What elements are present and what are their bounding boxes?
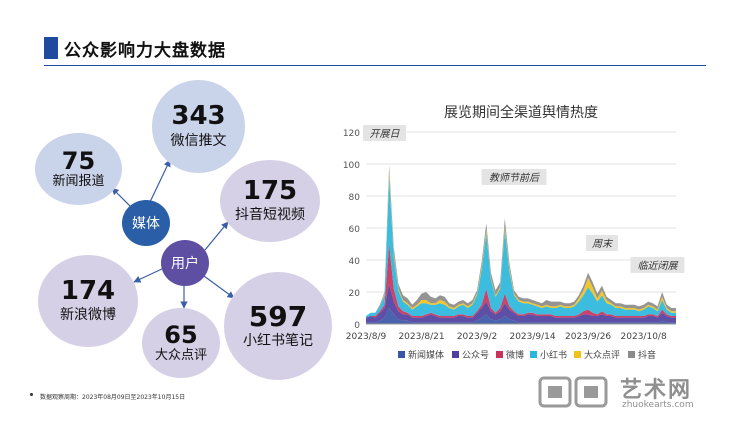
arrow-media-to-wechat xyxy=(149,159,171,203)
arrow-user-to-weibo xyxy=(133,267,165,283)
y-tick-label: 20 xyxy=(349,289,361,299)
legend-label: 微博 xyxy=(506,349,524,361)
arrow-user-to-douyin xyxy=(204,221,229,251)
legend-swatch xyxy=(496,351,503,358)
y-tick-label: 40 xyxy=(349,257,361,267)
wechat-label: 微信推文 xyxy=(170,132,227,149)
y-tick-label: 0 xyxy=(354,321,360,331)
chart-title: 展览期间全渠道舆情热度 xyxy=(444,105,598,121)
annotation-box xyxy=(481,169,547,185)
legend-label: 大众点评 xyxy=(584,349,620,361)
watermark: 艺术网 zhuokearts.com xyxy=(536,372,716,416)
y-tick-label: 100 xyxy=(343,161,360,171)
legend-swatch xyxy=(574,351,581,358)
legend-label: 公众号 xyxy=(462,350,489,361)
legend-swatch xyxy=(628,351,635,358)
y-tick-label: 120 xyxy=(343,129,360,139)
area-series-3 xyxy=(366,176,676,318)
bubble-xiaohongshu-notes: 597 小红书笔记 xyxy=(224,272,332,380)
arrow-user-to-xhs xyxy=(203,275,235,299)
legend-swatch xyxy=(452,351,459,358)
title-accent-bar xyxy=(44,37,58,59)
legend-label: 新闻媒体 xyxy=(408,349,444,361)
douyin-label: 抖音短视频 xyxy=(235,207,305,224)
watermark-brand: 艺术网 xyxy=(620,378,693,403)
watermark-url: zhuokearts.com xyxy=(622,400,694,410)
area-series-1 xyxy=(366,284,676,323)
news-label: 新闻报道 xyxy=(52,173,105,189)
bubble-wechat-articles: 343 微信推文 xyxy=(152,80,245,173)
weibo-label: 新浪微博 xyxy=(60,307,116,324)
hub-user: 用户 xyxy=(161,240,209,286)
annotation-label: 临近闭展 xyxy=(637,260,678,272)
xhs-count: 597 xyxy=(248,299,308,333)
dianping-label: 大众点评 xyxy=(154,347,207,363)
y-tick-label: 80 xyxy=(349,193,361,203)
legend-label: 小红书 xyxy=(540,349,567,361)
watermark-logo-icon xyxy=(538,376,608,408)
dianping-count: 65 xyxy=(164,320,198,349)
annotation-box xyxy=(363,125,407,141)
footnote: 数据观察周期：2023年08月09日至2023年10月15日 xyxy=(40,394,186,401)
x-tick-label: 2023/9/26 xyxy=(565,332,611,342)
page-title: 公众影响力大盘数据 xyxy=(64,41,226,61)
wechat-count: 343 xyxy=(171,101,226,132)
bubble-weibo: 174 新浪微博 xyxy=(38,255,138,347)
xhs-label: 小红书笔记 xyxy=(243,333,313,350)
annotation-label: 周末 xyxy=(592,238,614,250)
chart-canvas: 0 20 40 60 80 100 120 2023/8/9 2023/8/21 2023/9/2… xyxy=(343,125,685,361)
annotation-box xyxy=(585,235,618,251)
annotation-label: 开展日 xyxy=(370,129,401,140)
chart-panel: 展览期间全渠道舆情热度 0 20 40 60 80 100 120 2023/8/9 2023/… xyxy=(336,88,706,378)
bubble-douyin-videos: 175 抖音短视频 xyxy=(220,160,320,242)
y-tick-label: 60 xyxy=(349,225,361,235)
x-tick-label: 2023/8/9 xyxy=(346,332,387,342)
annotation-box xyxy=(630,257,685,273)
footnote-bullet xyxy=(30,393,33,396)
title-divider xyxy=(44,65,706,66)
x-tick-label: 2023/9/2 xyxy=(457,332,497,342)
bubble-dianping: 65 大众点评 xyxy=(142,308,220,378)
area-series-4 xyxy=(366,172,676,316)
x-tick-label: 2023/10/8 xyxy=(621,332,667,342)
legend-label: 抖音 xyxy=(638,349,656,361)
bubble-news-reports: 75 新闻报道 xyxy=(35,133,122,205)
weibo-count: 174 xyxy=(60,275,116,306)
legend-swatch xyxy=(530,351,537,358)
news-count: 75 xyxy=(61,146,96,175)
legend-swatch xyxy=(398,351,405,358)
annotation-label: 教师节前后 xyxy=(489,172,540,184)
area-series-5 xyxy=(366,165,676,316)
x-tick-label: 2023/9/14 xyxy=(509,332,555,342)
hub-media: 媒体 xyxy=(122,200,170,246)
x-tick-label: 2023/8/21 xyxy=(398,332,444,342)
douyin-count: 175 xyxy=(242,175,298,206)
